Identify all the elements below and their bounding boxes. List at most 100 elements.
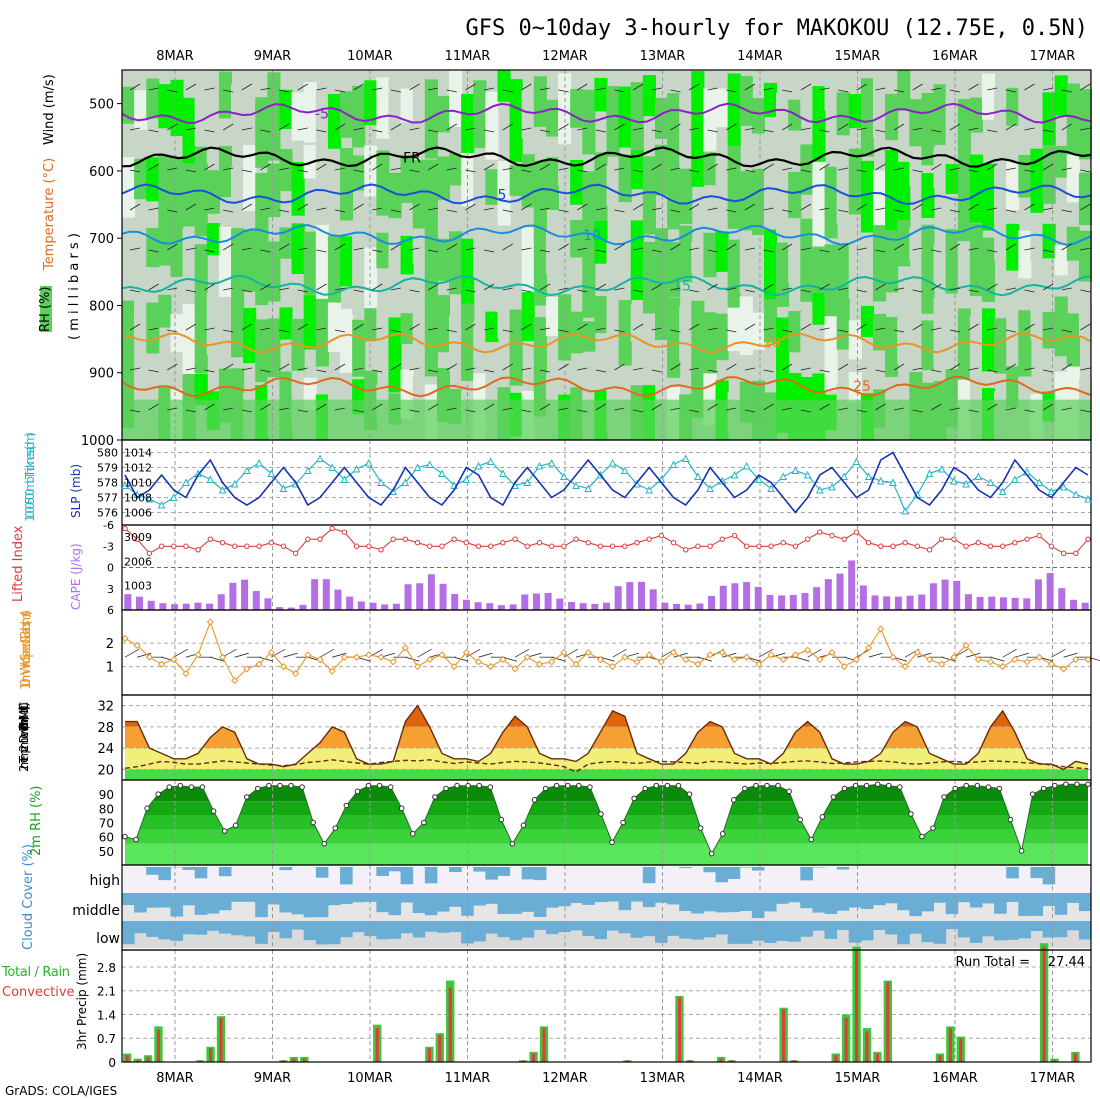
rh-tick-label: 90 bbox=[99, 788, 114, 802]
rh-point bbox=[376, 782, 383, 789]
lifted-index-point bbox=[585, 540, 591, 546]
cloud-cell bbox=[558, 893, 571, 907]
wind-barb bbox=[987, 249, 998, 253]
cloud-cell bbox=[691, 921, 704, 940]
lifted-index-point bbox=[353, 543, 360, 549]
cloud-cell bbox=[134, 893, 147, 913]
rh-cell bbox=[872, 170, 887, 244]
wind-barb bbox=[223, 287, 234, 291]
cloud-cell bbox=[1006, 893, 1019, 902]
wind-speed-point bbox=[718, 648, 726, 657]
rh-cell bbox=[1006, 161, 1020, 211]
lifted-index-point bbox=[853, 529, 860, 535]
wind-barb-10m bbox=[173, 648, 188, 658]
thickness-point bbox=[279, 484, 288, 492]
rh-cell bbox=[715, 88, 729, 128]
contour-label: 20 bbox=[763, 335, 781, 351]
precip-conv-bar bbox=[886, 982, 890, 1062]
wind-barb bbox=[1042, 403, 1054, 411]
cape-bar bbox=[497, 605, 505, 610]
cloud-cell bbox=[836, 893, 850, 911]
date-label-top: 8MAR bbox=[156, 49, 193, 64]
thickness-point bbox=[925, 469, 934, 477]
wind-barb bbox=[148, 87, 159, 91]
rh-cell bbox=[545, 99, 560, 137]
rh-cell bbox=[800, 144, 814, 195]
cloud-cell bbox=[255, 921, 268, 944]
wind-barb bbox=[539, 369, 551, 373]
thickness-point bbox=[828, 482, 836, 491]
cloud-cell bbox=[1066, 921, 1080, 931]
wind-barb bbox=[651, 283, 662, 291]
temp-tick-label: 28 bbox=[97, 721, 114, 736]
wind-barb bbox=[409, 289, 420, 293]
cloud-cell bbox=[885, 921, 898, 935]
temp-contour-10 bbox=[121, 224, 1092, 246]
cape-bar bbox=[147, 600, 155, 610]
cape-bar bbox=[1069, 599, 1077, 610]
rh-cell bbox=[594, 220, 608, 264]
cloud-cell bbox=[812, 921, 826, 931]
wind-barb bbox=[651, 163, 662, 171]
cape-bar bbox=[556, 598, 564, 610]
rh-cell bbox=[703, 232, 717, 278]
wind-speed-point bbox=[401, 644, 409, 652]
panel-frame bbox=[121, 609, 1092, 696]
wind-barb bbox=[334, 167, 346, 171]
precip-conv-bar bbox=[938, 1055, 942, 1062]
lifted-index-point bbox=[865, 540, 872, 546]
rh-cell bbox=[860, 78, 874, 157]
rh-cell bbox=[388, 218, 402, 299]
precip-conv-bar bbox=[855, 950, 859, 1062]
cape-bar bbox=[369, 602, 377, 610]
wind-barb bbox=[539, 163, 551, 171]
wind-barb bbox=[912, 367, 923, 371]
wind-barb bbox=[129, 367, 141, 371]
wind-speed-point bbox=[621, 653, 629, 661]
thickness-tick-label: 579 bbox=[97, 462, 118, 475]
rh-cell bbox=[691, 71, 705, 151]
lifted-index-point bbox=[1085, 536, 1091, 542]
lifted-index-point bbox=[487, 543, 494, 549]
rh-cell bbox=[521, 227, 535, 313]
wind-speed-point bbox=[292, 670, 300, 678]
lifted-index-point bbox=[573, 536, 579, 542]
cloud-cell bbox=[727, 867, 741, 879]
cloud-cell bbox=[194, 867, 208, 879]
cape-bar bbox=[836, 573, 844, 610]
date-label-bottom: 8MAR bbox=[156, 1071, 193, 1086]
thickness-point bbox=[608, 458, 617, 467]
thickness-tick-label: 578 bbox=[97, 477, 118, 490]
lifted-index-point bbox=[1036, 532, 1042, 539]
wind-barb bbox=[539, 327, 551, 331]
wind-barb bbox=[670, 407, 681, 411]
wind-barb-10m bbox=[563, 648, 579, 658]
cloud-cell bbox=[909, 893, 922, 917]
wind-barb bbox=[1061, 167, 1072, 171]
rh-point bbox=[1085, 781, 1091, 788]
cloud-cell bbox=[1054, 893, 1068, 915]
cloud-cell bbox=[642, 893, 656, 908]
precip-conv-bar bbox=[198, 1060, 202, 1062]
lifted-index-point bbox=[829, 532, 835, 539]
rh-cell bbox=[327, 302, 342, 352]
rh-cell bbox=[981, 73, 996, 120]
wind-tick-label: 1 bbox=[106, 661, 114, 676]
thickness-point bbox=[328, 463, 337, 471]
thickness-point bbox=[620, 466, 629, 474]
wind-barb bbox=[185, 127, 196, 131]
wind-barb bbox=[297, 367, 308, 371]
rh-cell bbox=[860, 305, 874, 338]
cape-bar bbox=[392, 603, 400, 610]
rh-point bbox=[155, 791, 162, 797]
rh-point bbox=[177, 782, 184, 789]
wind-barb bbox=[297, 127, 308, 131]
wind-barb bbox=[446, 209, 457, 213]
cloud-cell bbox=[315, 893, 329, 918]
cloud-cell bbox=[521, 921, 535, 938]
wind-barb bbox=[577, 409, 588, 413]
cloud-cell bbox=[473, 921, 486, 942]
rh-point bbox=[266, 782, 272, 789]
thickness-point bbox=[425, 460, 434, 468]
cloud-cell bbox=[1018, 893, 1031, 916]
